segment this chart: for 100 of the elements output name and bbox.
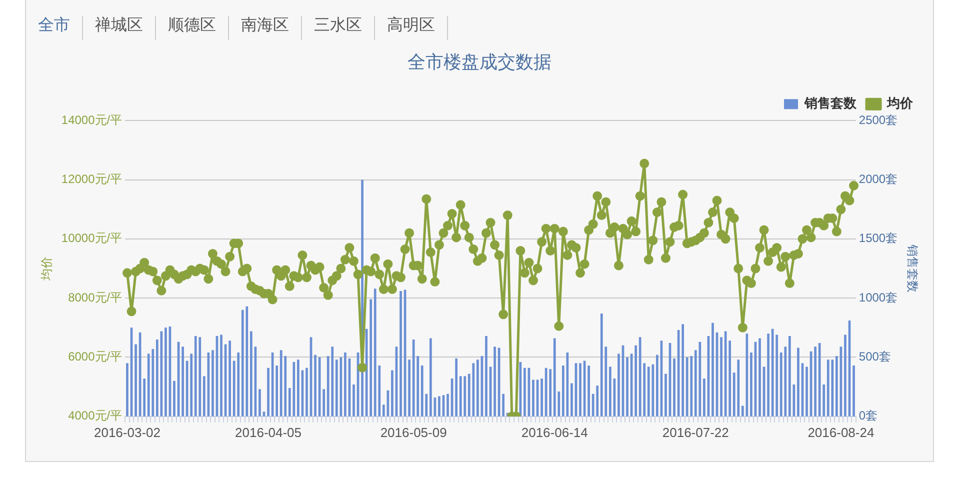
y-tick-label: 12000元/平	[61, 172, 122, 186]
bar	[152, 348, 154, 416]
x-tick-label: 2016-06-14	[521, 424, 588, 440]
x-tick-label: 2016-05-09	[380, 424, 447, 440]
x-tick-label: 2016-03-02	[94, 424, 160, 440]
bar	[750, 352, 752, 416]
bar	[588, 366, 590, 416]
y2-axis-title: 销售套数	[905, 244, 920, 292]
bar	[690, 356, 693, 416]
bar	[797, 348, 800, 416]
bar	[194, 336, 197, 416]
bar	[190, 354, 193, 416]
bar	[502, 394, 504, 416]
bar	[741, 406, 744, 416]
bar	[412, 339, 415, 416]
bar	[276, 366, 278, 416]
bar	[173, 380, 176, 416]
bar	[720, 337, 722, 416]
bar	[335, 360, 338, 416]
bar	[712, 322, 714, 416]
bar	[826, 360, 830, 416]
bar	[784, 346, 787, 416]
y2-tick-label: 500套	[858, 350, 891, 364]
bar	[228, 340, 231, 416]
bar	[562, 366, 564, 416]
bar	[831, 360, 834, 416]
bar	[212, 350, 214, 416]
bar	[485, 336, 488, 416]
bar	[638, 337, 642, 416]
y2-tick-label: 0套	[858, 408, 878, 423]
text: 三水区	[302, 16, 375, 40]
bar	[331, 346, 334, 416]
bar	[472, 363, 475, 416]
y-tick-label: 14000元/平	[61, 112, 122, 127]
bar	[340, 357, 342, 416]
text: 禅城区	[83, 16, 156, 40]
bar	[524, 368, 526, 416]
bar	[532, 380, 534, 416]
bar	[250, 331, 252, 416]
bar	[703, 378, 706, 416]
bar	[297, 360, 300, 416]
bar	[608, 366, 612, 416]
bar	[237, 352, 240, 416]
bar	[459, 376, 462, 416]
bar	[134, 344, 137, 416]
bar	[596, 386, 599, 416]
bar	[806, 366, 808, 416]
bar	[728, 340, 732, 416]
bar	[647, 366, 650, 416]
bar	[673, 358, 676, 416]
bar	[788, 336, 791, 416]
bar	[126, 363, 128, 416]
legend-label: 均价	[886, 96, 914, 111]
bar	[553, 338, 556, 416]
x-tick-label: 2016-04-05	[235, 424, 302, 440]
bar	[292, 362, 296, 416]
bar	[202, 376, 206, 416]
bar	[686, 357, 688, 416]
y2-tick-label: 2500套	[858, 112, 898, 127]
bar	[382, 404, 385, 416]
bar	[429, 338, 432, 416]
y-axis-title: 均价	[40, 256, 54, 282]
bar	[408, 360, 410, 416]
bar	[664, 374, 667, 416]
bar	[374, 288, 376, 416]
bar	[352, 384, 355, 416]
bar	[776, 334, 778, 416]
bar	[814, 346, 816, 416]
bar	[438, 396, 440, 416]
bar	[322, 389, 326, 416]
text: 顺德区	[156, 16, 229, 40]
y-tick-label: 6000元/平	[68, 350, 122, 364]
bar	[220, 334, 222, 416]
text: 全市	[26, 16, 83, 40]
y2-tick-label: 1500套	[858, 231, 898, 246]
bar	[698, 342, 702, 416]
bar	[758, 338, 761, 416]
x-tick-label: 2016-07-22	[662, 424, 729, 440]
bar	[246, 306, 248, 416]
y-tick-label: 8000元/平	[68, 290, 122, 304]
bar	[400, 290, 402, 416]
bar	[455, 358, 458, 416]
bar	[344, 352, 346, 416]
bar	[306, 368, 308, 416]
bar	[420, 366, 424, 416]
bar	[258, 389, 261, 416]
bar	[314, 354, 316, 416]
bar	[391, 370, 394, 416]
bar	[549, 369, 552, 416]
x-tick-label: 2016-08-24	[808, 424, 874, 440]
y2-tick-label: 1000套	[858, 290, 898, 304]
bar	[836, 356, 838, 416]
bar	[634, 345, 637, 416]
bar	[579, 363, 582, 416]
bar	[626, 357, 628, 416]
bar	[156, 339, 158, 416]
y-tick-label: 10000元/平	[61, 231, 122, 246]
legend-label: 销售套数	[804, 96, 858, 111]
bar	[652, 364, 654, 416]
chart-title: 全市楼盘成交数据	[408, 52, 552, 72]
